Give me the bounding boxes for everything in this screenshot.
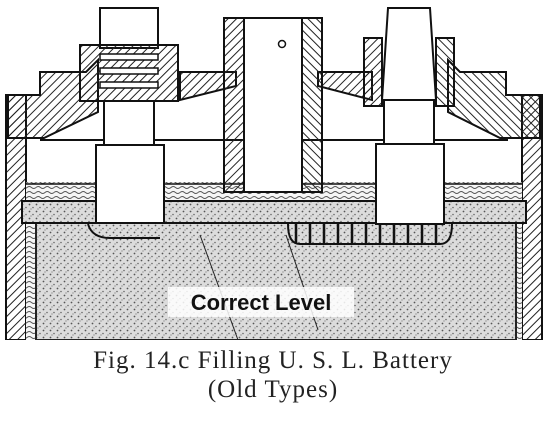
right-terminal-post bbox=[363, 7, 455, 225]
correct-level-label: Correct Level bbox=[191, 290, 332, 315]
figure-caption: Fig. 14.c Filling U. S. L. Battery (Old … bbox=[0, 346, 546, 404]
strap-connector bbox=[294, 224, 438, 244]
caption-line-1: Fig. 14.c Filling U. S. L. Battery bbox=[93, 347, 453, 374]
sealing-line bbox=[43, 111, 99, 139]
left-terminal-post bbox=[79, 7, 179, 224]
plate-block bbox=[35, 221, 517, 340]
battery-cross-section-drawing: Correct Level bbox=[5, 7, 543, 340]
caption-line-2: (Old Types) bbox=[207, 376, 339, 403]
left-strap-outline bbox=[87, 223, 160, 239]
vent-tube bbox=[223, 17, 323, 193]
strap-outline bbox=[287, 223, 453, 245]
sealing-line-right bbox=[447, 111, 501, 139]
level-label-bg bbox=[168, 287, 354, 317]
cell-cover-right bbox=[447, 57, 541, 139]
